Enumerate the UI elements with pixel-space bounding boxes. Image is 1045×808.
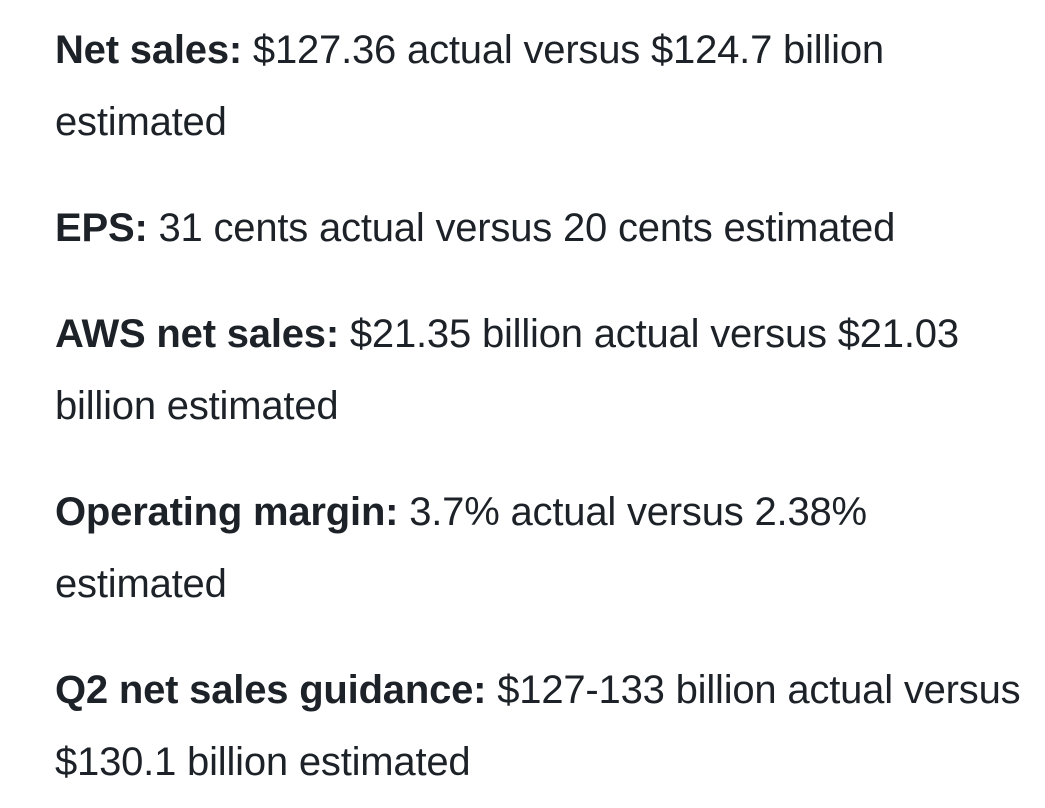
net-sales-label: Net sales:	[55, 28, 242, 72]
net-sales-line: Net sales: $127.36 actual versus $124.7 …	[55, 14, 1030, 158]
eps-value: 31 cents actual versus 20 cents estimate…	[147, 206, 896, 250]
earnings-summary: Net sales: $127.36 actual versus $124.7 …	[55, 14, 1030, 798]
aws-net-sales-line: AWS net sales: $21.35 billion actual ver…	[55, 298, 1030, 442]
eps-line: EPS: 31 cents actual versus 20 cents est…	[55, 192, 1030, 264]
aws-net-sales-value: $21.35 billion actual versus $21.03 bill…	[55, 312, 959, 428]
net-sales-value: $127.36 actual versus $124.7 billion est…	[55, 28, 884, 144]
eps-label: EPS:	[55, 206, 148, 250]
q2-guidance-value: $127-133 billion actual versus $130.1 bi…	[55, 668, 1021, 784]
operating-margin-label: Operating margin:	[55, 490, 399, 534]
operating-margin-value: 3.7% actual versus 2.38% estimated	[55, 490, 867, 606]
operating-margin-line: Operating margin: 3.7% actual versus 2.3…	[55, 476, 1030, 620]
q2-guidance-label: Q2 net sales guidance:	[55, 668, 487, 712]
q2-guidance-line: Q2 net sales guidance: $127-133 billion …	[55, 654, 1030, 798]
aws-net-sales-label: AWS net sales:	[55, 312, 339, 356]
